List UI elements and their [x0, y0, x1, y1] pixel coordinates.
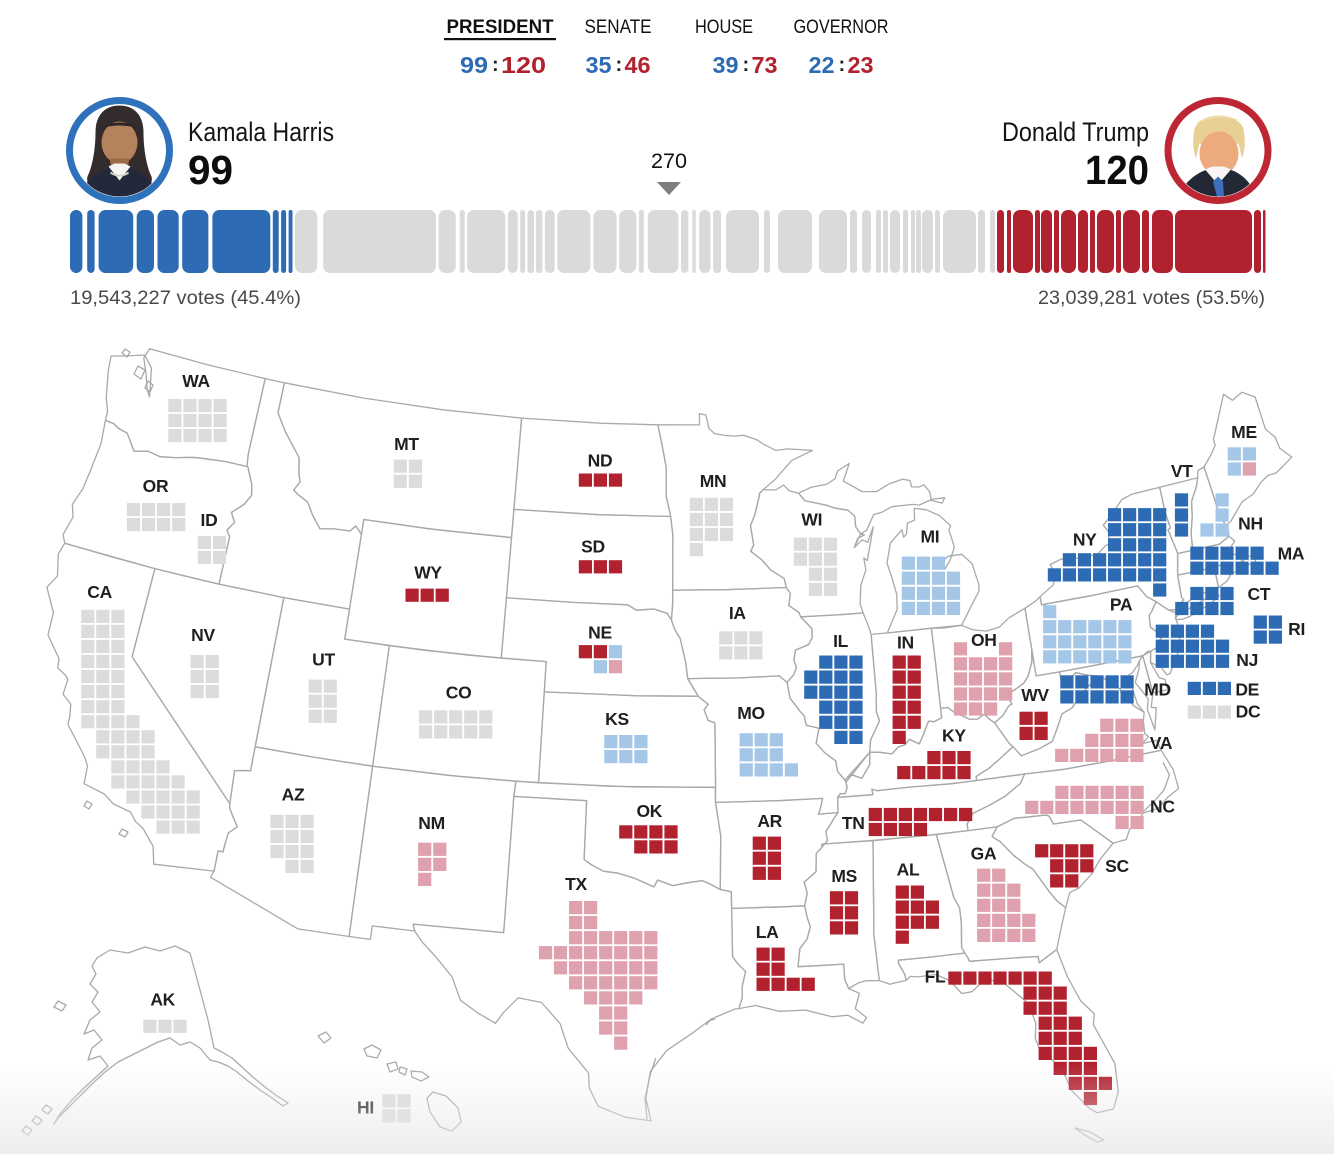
svg-text:39: 39 [713, 52, 739, 78]
svg-text:CT: CT [1248, 584, 1271, 604]
svg-text:NM: NM [418, 813, 445, 833]
svg-text:99: 99 [460, 52, 488, 78]
svg-text:RI: RI [1288, 619, 1305, 639]
svg-text:AR: AR [757, 811, 782, 831]
svg-text:SENATE: SENATE [585, 17, 652, 38]
svg-text:Donald Trump: Donald Trump [1002, 117, 1149, 147]
svg-text:AZ: AZ [282, 785, 305, 805]
svg-text:NH: NH [1238, 514, 1263, 534]
svg-text:IL: IL [833, 631, 849, 651]
svg-text::: : [616, 54, 623, 76]
svg-text:TX: TX [565, 874, 587, 894]
svg-text:NY: NY [1073, 529, 1097, 549]
svg-text:PRESIDENT: PRESIDENT [447, 17, 554, 38]
svg-text:DC: DC [1236, 702, 1261, 722]
svg-text:SC: SC [1105, 856, 1129, 876]
svg-text:ID: ID [201, 510, 218, 530]
svg-text:OH: OH [971, 630, 997, 650]
svg-text:FL: FL [925, 967, 946, 987]
svg-text:KS: KS [605, 709, 629, 729]
svg-text:MO: MO [737, 703, 765, 723]
svg-text:23: 23 [848, 52, 874, 78]
svg-text:ND: ND [588, 451, 613, 471]
svg-text:VA: VA [1150, 733, 1173, 753]
svg-text:MS: MS [831, 866, 857, 886]
svg-text::: : [492, 54, 499, 76]
svg-text:IA: IA [729, 603, 747, 623]
svg-text:270: 270 [651, 150, 687, 173]
svg-text:MT: MT [394, 434, 419, 454]
svg-text::: : [743, 54, 750, 76]
svg-text:22: 22 [809, 52, 835, 78]
svg-text:Kamala Harris: Kamala Harris [188, 117, 334, 147]
svg-text:AK: AK [150, 990, 175, 1010]
svg-text:LA: LA [756, 922, 779, 942]
svg-text:DE: DE [1235, 680, 1259, 700]
svg-text:MD: MD [1144, 680, 1171, 700]
svg-text::: : [839, 54, 846, 76]
svg-text:GA: GA [971, 844, 997, 864]
svg-text:WY: WY [414, 563, 442, 583]
svg-text:SD: SD [581, 537, 605, 557]
svg-text:OR: OR [143, 476, 169, 496]
svg-text:GOVERNOR: GOVERNOR [794, 17, 889, 38]
svg-text:KY: KY [942, 726, 966, 746]
svg-text:46: 46 [625, 52, 651, 78]
svg-text:WA: WA [182, 371, 210, 391]
svg-text:CA: CA [87, 582, 112, 602]
svg-text:TN: TN [842, 813, 865, 833]
svg-text:NV: NV [191, 625, 215, 645]
svg-text:NJ: NJ [1236, 650, 1258, 670]
svg-text:ME: ME [1231, 422, 1257, 442]
svg-text:19,543,227 votes (45.4%): 19,543,227 votes (45.4%) [70, 287, 301, 309]
svg-text:IN: IN [897, 633, 914, 653]
svg-text:WI: WI [801, 510, 822, 530]
svg-text:99: 99 [188, 147, 233, 193]
svg-text:CO: CO [446, 683, 472, 703]
svg-text:AL: AL [897, 860, 920, 880]
svg-text:NC: NC [1150, 797, 1175, 817]
svg-text:MA: MA [1278, 544, 1305, 564]
svg-text:OK: OK [636, 801, 662, 821]
svg-text:MN: MN [700, 471, 727, 491]
svg-text:WV: WV [1021, 685, 1049, 705]
svg-text:35: 35 [586, 52, 612, 78]
svg-text:73: 73 [752, 52, 778, 78]
svg-text:VT: VT [1171, 461, 1193, 481]
svg-text:120: 120 [1085, 147, 1149, 193]
svg-text:MI: MI [920, 527, 939, 547]
svg-text:120: 120 [501, 52, 546, 78]
svg-text:PA: PA [1110, 594, 1133, 614]
svg-text:HOUSE: HOUSE [695, 17, 753, 38]
svg-text:23,039,281 votes (53.5%): 23,039,281 votes (53.5%) [1038, 287, 1265, 309]
svg-text:UT: UT [312, 650, 335, 670]
svg-text:NE: NE [588, 623, 612, 643]
